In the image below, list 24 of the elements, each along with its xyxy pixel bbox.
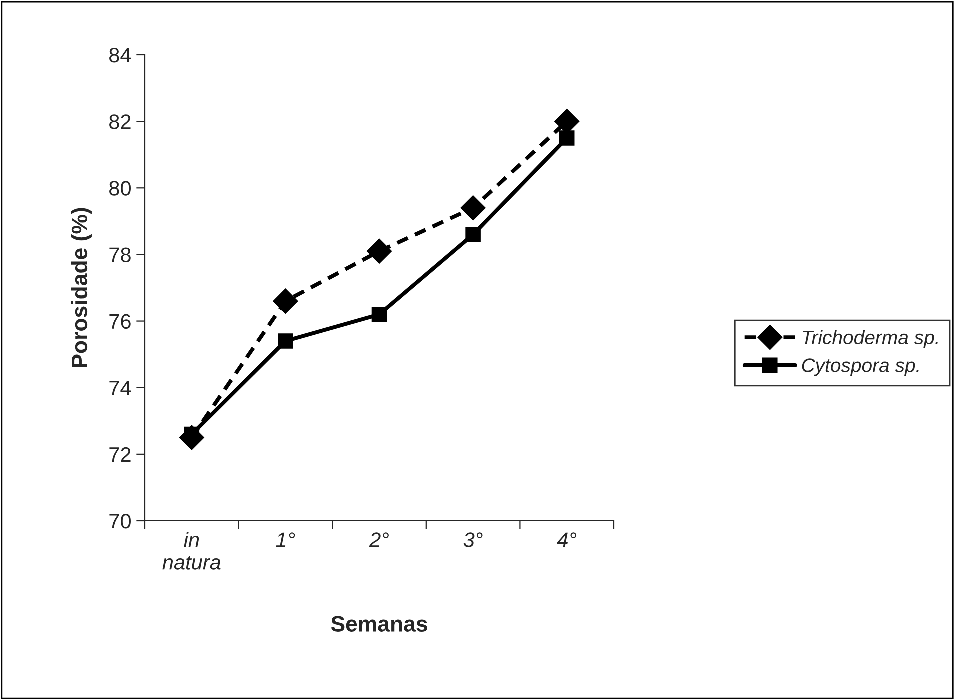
y-tick-label: 76	[110, 314, 131, 330]
y-tick-label: 70	[110, 514, 131, 529]
y-tick-label: 80	[110, 181, 131, 196]
y-tick-label: 84	[110, 48, 132, 63]
legend-label: Cytospora sp.	[802, 358, 919, 376]
point	[367, 238, 392, 264]
x-tick-label: in natura	[162, 532, 221, 570]
point	[273, 288, 298, 314]
y-axis-title: Porosidade (%)	[71, 208, 92, 368]
y-tick-label: 72	[110, 447, 131, 462]
point	[278, 334, 294, 349]
x-tick-label: 3°	[464, 532, 483, 548]
y-tick-label: 78	[110, 248, 131, 262]
x-axis-title: Semanas	[331, 616, 428, 632]
point	[372, 306, 388, 322]
point	[559, 130, 575, 146]
x-tick-label: 2°	[369, 532, 389, 548]
y-tick-label: 82	[110, 114, 131, 130]
y-tick-label: 74	[110, 381, 132, 396]
point	[460, 196, 486, 221]
x-tick-label: 1°	[276, 532, 296, 548]
legend-label: Trichoderma sp.	[802, 330, 938, 348]
x-tick-label: 4°	[557, 532, 577, 548]
point	[466, 227, 481, 242]
